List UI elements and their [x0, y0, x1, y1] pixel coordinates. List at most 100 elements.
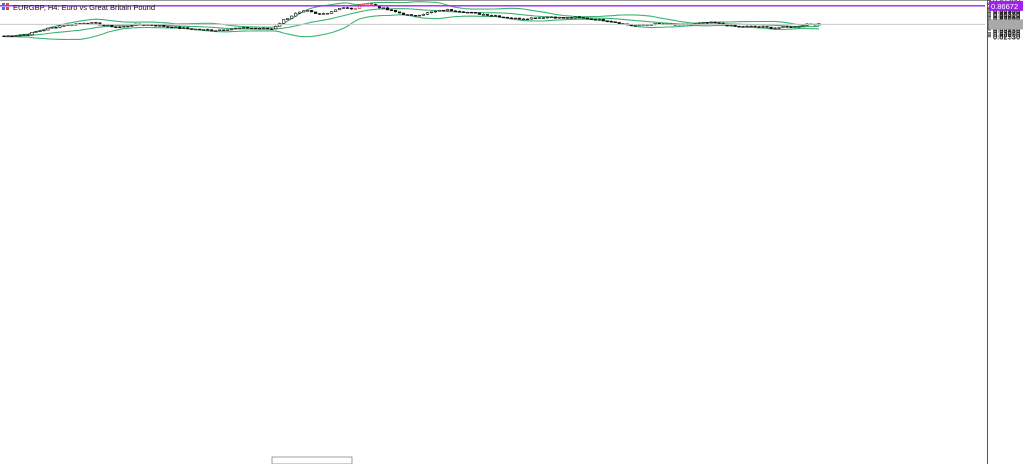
candle: [174, 26, 178, 29]
candle: [589, 18, 593, 20]
candle: [553, 16, 557, 19]
candle: [162, 24, 166, 27]
candle: [234, 27, 238, 30]
candle: [329, 11, 334, 14]
candle: [777, 27, 781, 29]
candle: [218, 29, 222, 31]
candle: [266, 27, 270, 30]
candle: [425, 11, 430, 15]
price-tick-label: 0.85410: [993, 11, 1020, 20]
candle: [46, 27, 50, 31]
candle: [314, 11, 318, 14]
candle: [521, 18, 525, 21]
candle: [569, 16, 573, 19]
candle: [421, 13, 426, 16]
candle: [50, 27, 54, 29]
candle: [449, 9, 454, 12]
candle: [577, 16, 581, 18]
candle: [453, 10, 458, 12]
price-tick-label: 0.85050: [993, 14, 1020, 23]
candle: [326, 13, 330, 15]
candle: [286, 18, 290, 21]
candle: [737, 25, 741, 28]
candle: [597, 18, 601, 21]
candle: [493, 14, 497, 17]
candle: [302, 10, 306, 13]
candle: [62, 25, 66, 27]
candle: [34, 31, 38, 33]
candle: [537, 17, 541, 19]
candle: [533, 17, 537, 19]
candle: [318, 13, 322, 15]
candle: [561, 17, 565, 19]
candle: [222, 29, 226, 31]
candle: [242, 26, 246, 29]
candle: [585, 17, 589, 20]
candle: [753, 25, 757, 28]
candle: [357, 4, 362, 10]
candle: [385, 7, 390, 11]
candle: [525, 18, 529, 21]
candle: [781, 26, 785, 28]
candle: [609, 20, 613, 23]
candle: [565, 17, 569, 19]
candle: [613, 21, 617, 23]
candle: [545, 16, 549, 19]
candle: [433, 10, 438, 13]
candle: [6, 35, 10, 38]
candle: [274, 25, 278, 30]
upper-band: [3, 1, 820, 37]
candle: [214, 30, 218, 32]
candle: [122, 25, 126, 28]
time-axis-stub: [271, 456, 353, 464]
candle: [106, 24, 110, 27]
candle: [186, 26, 190, 30]
candle: [413, 14, 418, 17]
candle: [365, 3, 370, 5]
lower-band: [3, 14, 820, 41]
candle: [337, 8, 342, 11]
candle: [757, 26, 761, 28]
grid-icon[interactable]: [2, 3, 9, 10]
candle: [457, 10, 462, 13]
candle: [82, 22, 86, 25]
candle: [226, 29, 230, 31]
candle: [529, 17, 533, 20]
candle: [166, 26, 170, 28]
candle: [381, 7, 386, 9]
candle: [118, 26, 122, 29]
candle: [58, 25, 62, 29]
candle: [114, 26, 118, 29]
candle: [182, 26, 186, 29]
candle: [130, 25, 134, 27]
candle: [773, 27, 777, 30]
candle: [713, 21, 717, 24]
candle: [489, 14, 494, 17]
candle: [501, 16, 505, 19]
candle: [557, 16, 561, 19]
price-tick-label: 0.85230: [993, 13, 1020, 22]
price-tick-label: 0.82890: [993, 30, 1020, 39]
price-tick-label: 0.85950: [993, 7, 1020, 16]
bid-price-tag: [989, 19, 1023, 30]
candle: [497, 15, 501, 18]
candle: [42, 29, 46, 32]
candle: [429, 11, 434, 14]
candle: [409, 14, 414, 16]
candle: [509, 17, 513, 20]
candle: [290, 15, 294, 19]
candle: [793, 26, 797, 29]
candle: [210, 29, 214, 32]
candle: [745, 25, 749, 28]
candle: [30, 31, 34, 36]
candle: [198, 28, 202, 31]
candle: [513, 17, 517, 20]
candle: [190, 28, 194, 31]
candle: [194, 28, 198, 31]
candle: [801, 25, 805, 27]
candle: [262, 27, 266, 30]
candle: [393, 9, 398, 13]
candle: [349, 7, 354, 10]
candle: [573, 16, 577, 19]
